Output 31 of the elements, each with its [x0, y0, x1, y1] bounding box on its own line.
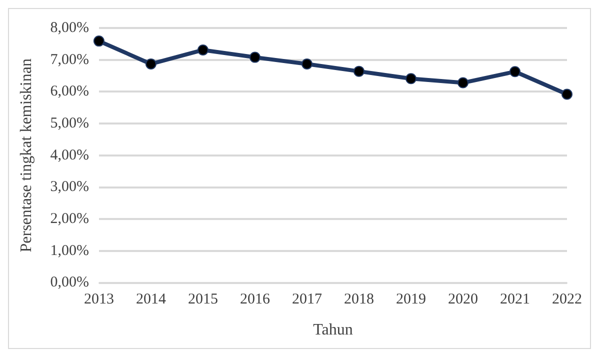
point [93, 36, 104, 47]
x-tick-label: 2016 [240, 292, 270, 308]
y-tick-label: 8,00% [50, 20, 89, 36]
point [509, 66, 520, 78]
y-tick-label: 0,00% [50, 274, 89, 291]
point [405, 73, 416, 84]
y-tick-label: 6,00% [50, 84, 89, 100]
point [457, 77, 468, 88]
y-tick-label: 5,00% [50, 115, 89, 132]
x-tick-label: 2013 [84, 292, 114, 308]
x-tick-label: 2015 [188, 292, 218, 308]
x-tick-label: 2017 [292, 292, 322, 308]
x-axis-title: Tahun [313, 322, 353, 339]
y-tick-label: 7,00% [50, 52, 89, 68]
point [145, 58, 156, 70]
y-tick-label: 3,00% [50, 179, 89, 196]
x-tick-label: 2021 [500, 292, 530, 308]
y-tick-label: 4,00% [50, 147, 89, 164]
point [197, 44, 208, 56]
y-tick-label: 2,00% [50, 211, 89, 228]
x-tick-label: 2014 [136, 292, 166, 308]
x-tick-label: 2022 [552, 292, 582, 308]
x-tick-label: 2020 [448, 292, 478, 308]
x-tick-label: 2019 [396, 292, 426, 308]
y-axis-title: Persentase tingkat kemiskinan [18, 58, 35, 252]
x-tick-label: 2018 [344, 292, 374, 308]
y-tick-label: 1,00% [50, 242, 89, 259]
point [301, 58, 312, 70]
point [249, 52, 260, 63]
point [353, 66, 364, 77]
point [562, 88, 572, 100]
